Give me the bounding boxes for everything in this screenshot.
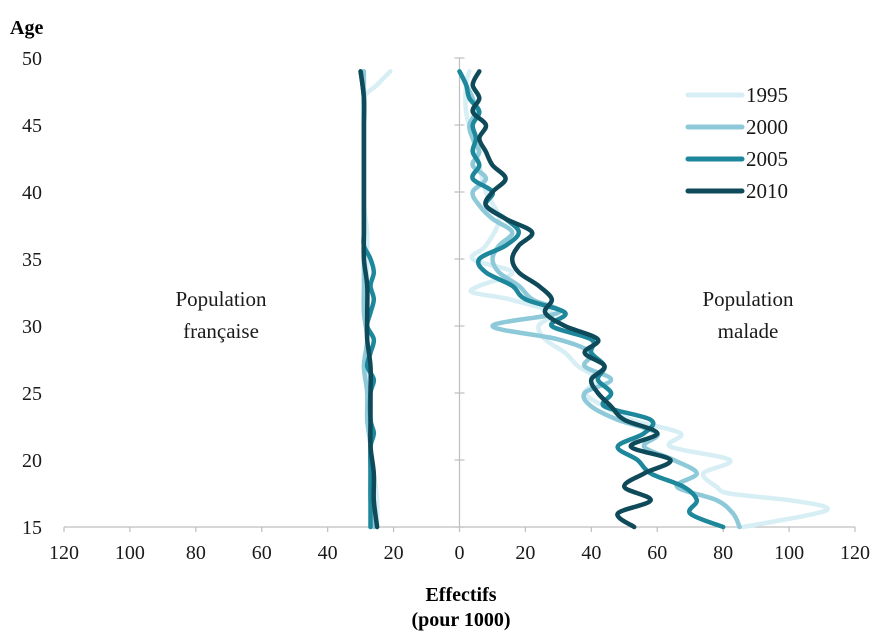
x-tick-label: 0 <box>455 542 465 564</box>
x-tick-label: 60 <box>252 542 272 564</box>
x-tick-label: 80 <box>186 542 206 564</box>
x-tick-label: 120 <box>840 542 870 564</box>
legend-label-2000: 2000 <box>746 115 788 139</box>
x-tick-label: 100 <box>774 542 804 564</box>
x-axis-title-line1: Effectifs <box>425 584 496 606</box>
annotation-left-line1: Population <box>175 287 267 311</box>
y-tick-label: 15 <box>22 517 42 539</box>
y-tick-label: 25 <box>22 383 42 405</box>
x-tick-label: 20 <box>384 542 404 564</box>
x-tick-label: 60 <box>647 542 667 564</box>
y-axis-title: Age <box>10 17 43 39</box>
series-line-1995-population-malade <box>463 69 830 530</box>
x-tick-label: 100 <box>115 542 145 564</box>
legend-label-1995: 1995 <box>746 83 788 107</box>
y-tick-label: 20 <box>22 450 42 472</box>
y-tick-label: 45 <box>22 115 42 137</box>
series-line-2010-population-malade <box>470 69 673 530</box>
series-line-2000-population-malade <box>457 69 742 530</box>
legend: 1995 2000 2005 2010 <box>685 83 788 203</box>
legend-label-2010: 2010 <box>746 179 788 203</box>
y-tick-label: 40 <box>22 182 42 204</box>
x-tick-label: 120 <box>49 542 79 564</box>
legend-label-2005: 2005 <box>746 147 788 171</box>
annotation-right-line1: Population <box>702 287 794 311</box>
y-tick-label: 35 <box>22 249 42 271</box>
x-tick-label: 20 <box>515 542 535 564</box>
series-line-2005-population-malade <box>457 69 726 530</box>
annotation-left-line2: française <box>183 319 259 343</box>
y-tick-label: 50 <box>22 48 42 70</box>
x-tick-label: 80 <box>713 542 733 564</box>
tick-labels: 120 100 80 60 40 20 0 20 40 60 80 100 120 15 20 25 30 35 4… <box>22 48 870 564</box>
series-line-2010-population-francaise <box>358 69 380 530</box>
x-tick-label: 40 <box>581 542 601 564</box>
annotation-right-line2: malade <box>718 319 779 343</box>
x-axis-title-line2: (pour 1000) <box>411 609 510 631</box>
y-tick-label: 30 <box>22 316 42 338</box>
series-lines <box>358 69 830 530</box>
x-tick-label: 40 <box>318 542 338 564</box>
